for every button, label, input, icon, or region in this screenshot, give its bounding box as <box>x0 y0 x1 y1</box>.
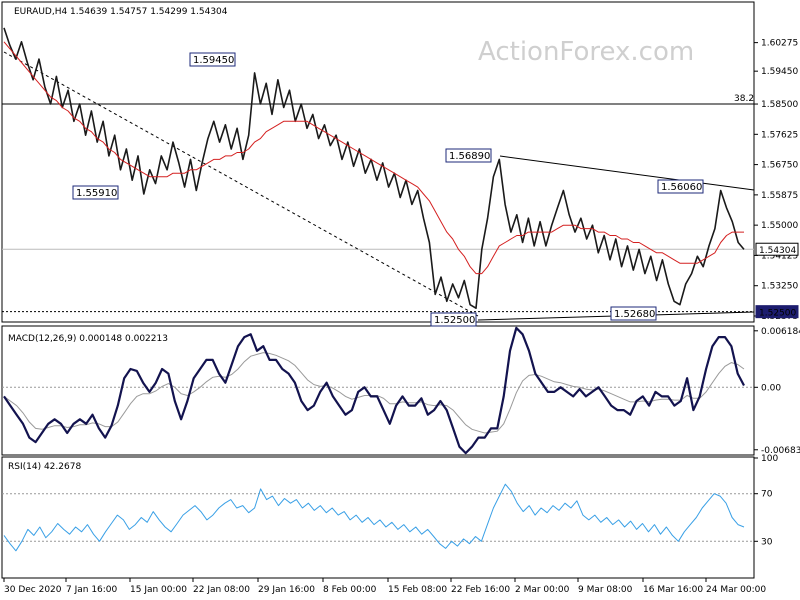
time-tick-label: 9 Mar 08:00 <box>578 585 633 595</box>
rsi-y-tick-label: 70 <box>761 490 773 500</box>
moving-average-line <box>3 41 744 275</box>
time-tick-label: 22 Feb 16:00 <box>451 585 510 595</box>
price-annotation-box <box>72 185 119 200</box>
price-annotation-label: 1.52680 <box>614 309 655 320</box>
price-series-line <box>3 27 745 310</box>
rsi-y-tick-label: 30 <box>761 537 773 547</box>
macd-plot: 0.006184 0.00 -0.006837 <box>2 326 800 456</box>
price-annotation-box <box>657 179 704 194</box>
triangle-upper-line <box>499 155 755 191</box>
macd-line <box>3 326 745 455</box>
price-annotation-label: 1.59450 <box>193 55 234 66</box>
time-tick-label: 7 Jan 16:00 <box>66 585 118 595</box>
price-annotation-label: 1.56890 <box>449 151 490 162</box>
price-annotation-label: 1.56060 <box>661 182 702 193</box>
price-y-tick-label: 1.54125 <box>761 251 798 261</box>
macd-signal-line <box>3 352 745 434</box>
time-tick-label: 8 Feb 00:00 <box>323 585 377 595</box>
price-y-tick-label: 1.57625 <box>761 130 798 140</box>
current-price-tag <box>755 242 799 256</box>
watermark: ActionForex.com <box>478 37 694 67</box>
price-annotation-box <box>189 52 236 67</box>
time-tick-label: 15 Feb 08:00 <box>388 585 447 595</box>
rsi-plot: 100 70 30 <box>2 454 778 552</box>
downtrend-dashed-line <box>3 51 479 317</box>
price-panel-frame <box>1 1 755 323</box>
macd-y-tick-label: -0.006837 <box>761 446 800 456</box>
time-tick-label: 24 Mar 00:00 <box>706 585 766 595</box>
time-tick-label: 2 Mar 00:00 <box>515 585 570 595</box>
rsi-line <box>3 483 745 552</box>
macd-y-tick-label: 0.006184 <box>761 327 800 337</box>
time-axis: 30 Dec 2020 7 Jan 16:00 15 Jan 00:00 22 Jan… <box>3 578 766 595</box>
time-tick-label: 29 Jan 16:00 <box>258 585 315 595</box>
time-tick-label: 15 Jan 00:00 <box>130 585 187 595</box>
price-y-tick-label: 1.55000 <box>761 221 798 231</box>
rsi-y-tick-label: 100 <box>761 454 778 464</box>
time-tick-label: 30 Dec 2020 <box>4 585 62 595</box>
price-y-tick-label: 1.56750 <box>761 161 798 171</box>
rsi-panel-title: RSI(14) 42.2678 <box>8 462 81 472</box>
macd-panel-frame <box>1 325 755 456</box>
macd-y-tick-label: 0.00 <box>761 383 781 393</box>
price-annotation-label: 1.55910 <box>76 188 117 199</box>
price-y-tick-label: 1.55875 <box>761 191 798 201</box>
price-y-axis: 1.60275 1.59450 1.58500 1.57625 1.56750 1.558… <box>754 39 798 322</box>
price-y-tick-label: 1.58500 <box>761 100 798 110</box>
price-y-tick-label: 1.60275 <box>761 39 798 49</box>
price-plot: 38.2 <box>2 27 755 321</box>
price-y-tick-label: 1.53250 <box>761 282 798 292</box>
fib-38-2-label: 38.2 <box>734 94 754 104</box>
support-price-tag-label: 1.52500 <box>759 309 796 319</box>
rsi-panel-frame <box>1 456 755 579</box>
price-annotation-box <box>610 306 657 321</box>
current-price-tag-label: 1.54304 <box>759 246 796 256</box>
price-y-tick-label: 1.59450 <box>761 67 798 77</box>
macd-panel-title: MACD(12,26,9) 0.000148 0.002213 <box>8 334 168 344</box>
price-panel-title: EURAUD,H4 1.54639 1.54757 1.54299 1.5430… <box>14 7 228 17</box>
price-annotation-label: 1.52500 <box>434 315 475 326</box>
price-annotations: 1.54304 1.52500 1.59450 1.55910 1.56890 1.560… <box>72 52 799 327</box>
time-tick-label: 22 Jan 08:00 <box>193 585 250 595</box>
support-price-tag <box>755 305 799 319</box>
time-tick-label: 16 Mar 16:00 <box>643 585 703 595</box>
price-annotation-box <box>445 148 492 163</box>
price-annotation-box <box>430 312 477 327</box>
